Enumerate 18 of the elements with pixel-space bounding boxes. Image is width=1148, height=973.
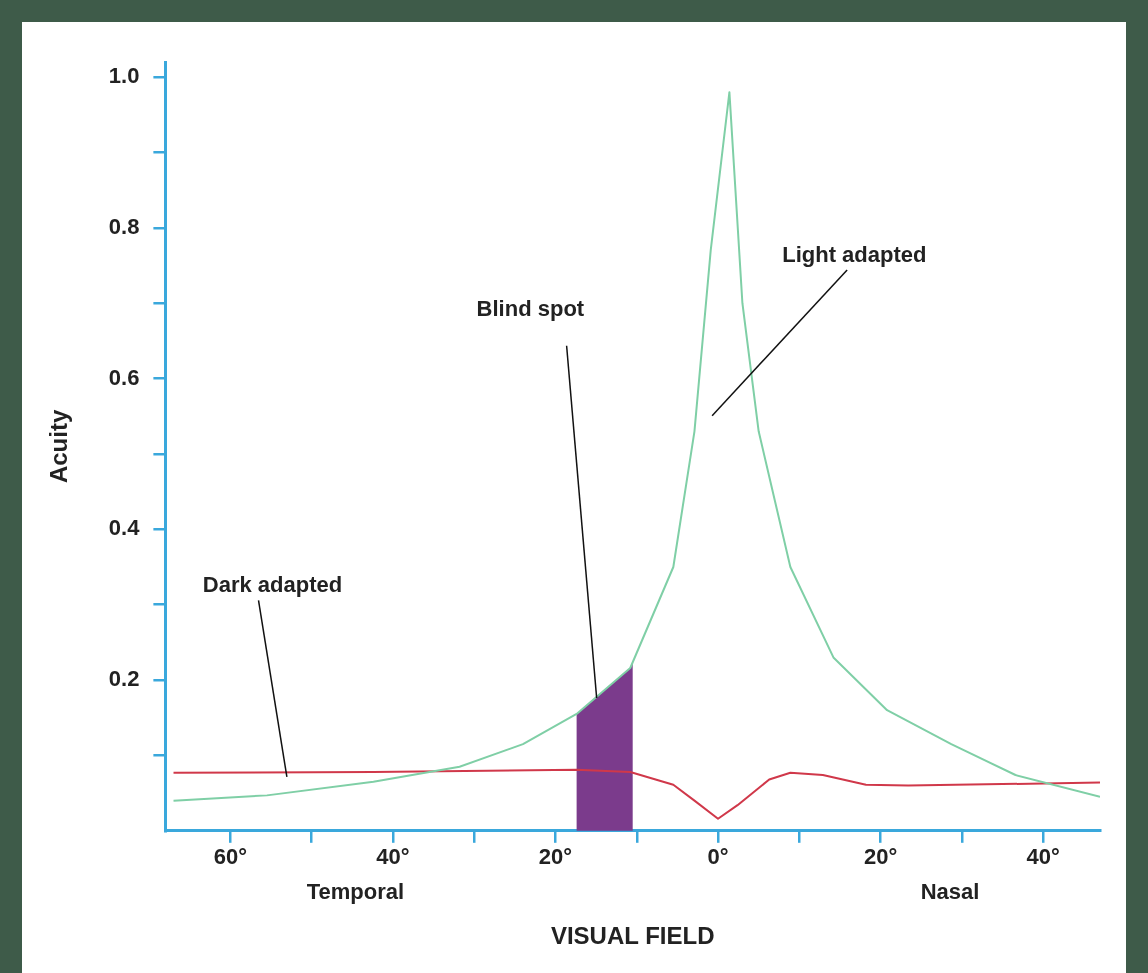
text: Temporal xyxy=(306,878,405,904)
y-axis-title: Acuity xyxy=(45,409,73,484)
y-tick-label: 0.4 xyxy=(108,515,141,541)
band-label: Blind spot xyxy=(476,295,585,321)
x-tick-label: 40° xyxy=(1026,844,1060,870)
y-tick-label: 0.2 xyxy=(108,666,140,692)
y-tick-label: 1.0 xyxy=(108,63,140,89)
x-axis-title: VISUAL FIELD xyxy=(550,922,715,950)
x-tick-label: 40° xyxy=(376,844,410,870)
text: Dark adapted xyxy=(202,572,343,598)
series-label: Light adapted xyxy=(782,241,927,267)
x-tick-label: 60° xyxy=(213,844,248,870)
y-tick-label: 0.8 xyxy=(108,213,140,239)
x-tick-label: 0° xyxy=(707,844,729,870)
x-tick-label: 20° xyxy=(863,844,898,870)
x-tick-label: 20° xyxy=(538,844,573,870)
text: Nasal xyxy=(920,878,980,904)
y-tick-label: 0.6 xyxy=(108,364,140,390)
